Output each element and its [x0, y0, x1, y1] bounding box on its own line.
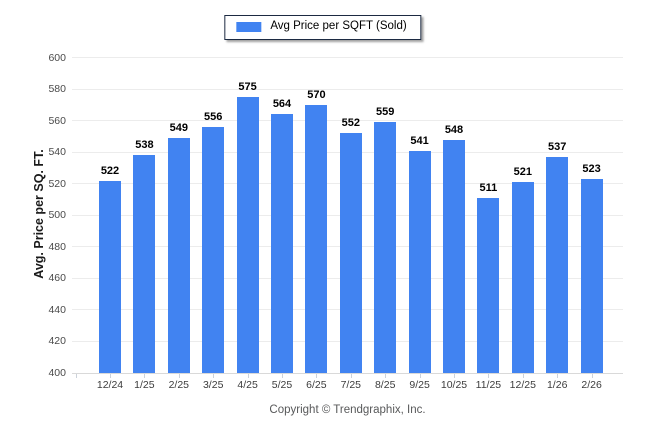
x-axis-line: [72, 373, 623, 374]
x-axis-tick: [282, 374, 283, 378]
x-axis-tick: [488, 374, 490, 378]
bar-value-label: 521: [513, 166, 532, 179]
bar: [511, 182, 534, 373]
bar: [305, 104, 328, 373]
bar: [133, 155, 156, 373]
x-tick-label: 8/25: [374, 379, 396, 391]
y-tick-label: 560: [48, 114, 66, 127]
bar-value-label: 575: [238, 80, 257, 93]
gridline: [72, 88, 623, 90]
x-tick-label: 10/25: [440, 379, 468, 391]
y-tick-label: 540: [48, 146, 66, 159]
x-axis-tick: [350, 374, 352, 378]
x-tick-label: 7/25: [340, 379, 362, 391]
x-axis-tick: [385, 374, 387, 378]
y-tick-label: 580: [48, 83, 66, 96]
bar: [167, 137, 190, 373]
bar: [339, 133, 362, 373]
legend-label: Avg Price per SQFT (Sold): [270, 20, 407, 32]
legend: Avg Price per SQFT (Sold): [224, 15, 422, 40]
copyright-text: Copyright © Trendgraphix, Inc.: [269, 404, 426, 416]
x-tick-label: 3/25: [202, 379, 224, 391]
bar-value-label: 522: [100, 164, 120, 177]
x-axis-tick: [178, 374, 180, 378]
y-tick-label: 480: [48, 240, 66, 253]
bar: [374, 122, 397, 373]
y-tick-label: 460: [48, 272, 66, 285]
x-axis-tick: [247, 374, 249, 378]
bar: [236, 96, 259, 373]
bar: [443, 139, 465, 373]
bar-value-label: 549: [169, 121, 188, 134]
x-tick-label: 2/25: [168, 379, 190, 391]
bar-value-label: 570: [307, 88, 326, 101]
bar-value-label: 537: [548, 140, 567, 153]
gridline: [72, 120, 623, 122]
x-axis-tick: [419, 374, 421, 378]
x-axis-tick: [557, 374, 559, 378]
y-tick-label: 520: [48, 177, 66, 190]
y-tick-label: 420: [48, 335, 66, 348]
x-tick-label: 1/25: [134, 379, 155, 391]
bar: [477, 197, 500, 373]
y-tick-label: 400: [48, 367, 66, 379]
x-axis-tick: [75, 374, 77, 378]
x-tick-label: 4/25: [237, 379, 258, 391]
legend-swatch-icon: [236, 21, 262, 32]
bar-value-label: 523: [582, 162, 601, 175]
x-tick-label: 1/26: [546, 379, 568, 391]
x-tick-label: 5/25: [271, 379, 293, 391]
x-tick-label: 12/24: [96, 379, 124, 391]
y-tick-label: 440: [48, 303, 66, 316]
x-tick-label: 9/25: [409, 379, 430, 391]
bar-value-label: 511: [479, 181, 498, 194]
bar-value-label: 552: [341, 117, 360, 130]
bar: [202, 126, 225, 373]
x-axis-tick: [110, 374, 111, 378]
bar-value-label: 548: [444, 123, 464, 136]
gridline: [72, 57, 623, 58]
x-axis-tick: [522, 374, 524, 378]
y-tick-label: 500: [48, 209, 66, 222]
bar: [546, 156, 569, 373]
bar: [271, 114, 293, 373]
bar: [99, 180, 121, 373]
x-tick-label: 2/26: [581, 379, 602, 391]
x-axis-tick: [591, 374, 593, 378]
bar-value-label: 541: [410, 134, 429, 147]
x-axis-tick: [454, 374, 455, 378]
bar-value-label: 564: [272, 98, 292, 111]
x-tick-label: 6/25: [306, 379, 327, 391]
bar: [580, 178, 603, 373]
y-tick-label: 600: [48, 51, 66, 64]
x-axis-tick: [316, 374, 318, 378]
x-axis-tick: [144, 374, 146, 378]
x-axis-tick: [213, 374, 215, 378]
x-tick-label: 11/25: [475, 379, 502, 391]
bar-value-label: 559: [376, 106, 395, 119]
x-tick-label: 12/25: [509, 379, 536, 391]
bar-value-label: 556: [204, 110, 223, 123]
bar-value-label: 538: [135, 139, 154, 152]
bar: [408, 150, 431, 373]
